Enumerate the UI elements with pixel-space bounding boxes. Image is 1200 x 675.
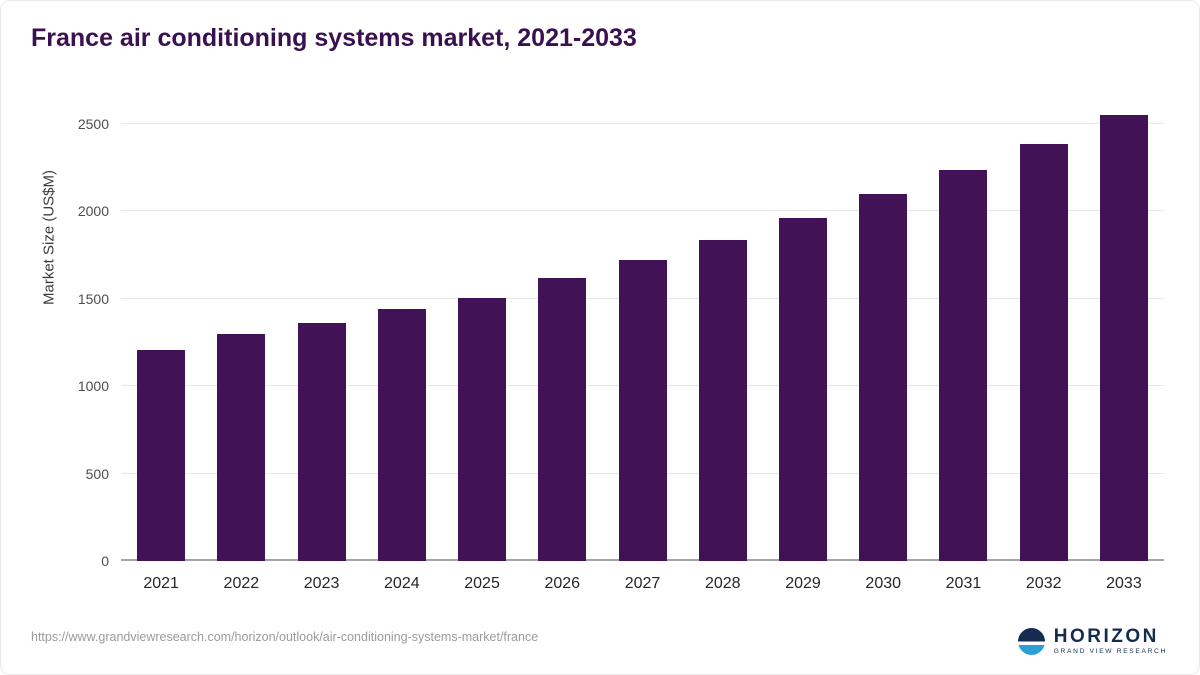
bar-2032[interactable] <box>1019 143 1068 561</box>
x-tick-label: 2026 <box>544 575 581 592</box>
x-tick-label: 2023 <box>303 575 340 592</box>
x-tick-label: 2032 <box>1025 575 1062 592</box>
horizon-logo-icon <box>1017 628 1045 656</box>
logo-subtitle: GRAND VIEW RESEARCH <box>1053 648 1167 656</box>
bar-cell: 2029 <box>763 106 843 592</box>
bar-2033[interactable] <box>1099 114 1148 561</box>
x-tick-label: 2025 <box>464 575 500 592</box>
y-tick-label: 500 <box>85 465 109 482</box>
x-tick-label: 2024 <box>384 575 420 592</box>
horizon-logo: HORIZON GRAND VIEW RESEARCH <box>1017 627 1167 656</box>
bar-2021[interactable] <box>137 350 186 561</box>
y-tick-label: 1500 <box>77 290 109 307</box>
x-tick-label: 2027 <box>624 575 661 592</box>
source-url: https://www.grandviewresearch.com/horizo… <box>31 630 539 644</box>
bar-2029[interactable] <box>778 218 827 561</box>
bar-cell: 2030 <box>843 106 923 592</box>
horizon-logo-text: HORIZON GRAND VIEW RESEARCH <box>1054 627 1167 656</box>
bar-cell: 2023 <box>281 106 361 592</box>
x-tick-label: 2028 <box>704 575 741 592</box>
bar-cell: 2024 <box>362 106 442 592</box>
bar-cell: 2032 <box>1004 106 1084 592</box>
bar-chart-plot-area: 0 500 1000 1500 2000 2500 2021 2022 2023 2024 2025… <box>78 106 1164 592</box>
bar-cell: 2025 <box>442 106 522 592</box>
x-tick-label: 2030 <box>865 575 902 592</box>
logo-title: HORIZON <box>1053 626 1159 648</box>
gridline <box>121 210 1164 211</box>
y-tick-label: 2000 <box>77 203 109 219</box>
bar-cell: 2027 <box>602 106 682 592</box>
bar-2028[interactable] <box>698 239 747 561</box>
y-tick-label: 2500 <box>77 115 109 132</box>
bar-2024[interactable] <box>377 309 426 561</box>
y-tick-label: 1000 <box>77 378 109 394</box>
bar-2022[interactable] <box>217 334 266 561</box>
y-tick-label: 0 <box>101 553 109 569</box>
x-tick-label: 2033 <box>1106 575 1142 592</box>
x-tick-label: 2031 <box>945 575 982 592</box>
bar-cell: 2026 <box>522 106 602 592</box>
bar-cell: 2028 <box>683 106 763 592</box>
bar-2027[interactable] <box>618 260 667 561</box>
bars-row: 2021 2022 2023 2024 2025 2026 2027 2028 2029 2030… <box>121 106 1164 592</box>
bar-2026[interactable] <box>538 277 587 561</box>
y-axis-label: Market Size (US$M) <box>40 169 58 306</box>
chart-title: France air conditioning systems market, … <box>31 24 637 52</box>
x-tick-label: 2022 <box>223 575 260 592</box>
bar-cell: 2021 <box>121 106 201 592</box>
bar-2023[interactable] <box>297 323 346 561</box>
bar-cell: 2033 <box>1084 106 1164 592</box>
x-tick-label: 2029 <box>785 575 821 592</box>
bar-2025[interactable] <box>458 297 507 561</box>
gridline <box>121 122 1164 124</box>
bar-2031[interactable] <box>939 169 988 561</box>
bar-2030[interactable] <box>859 194 908 561</box>
bar-cell: 2031 <box>923 106 1003 592</box>
bar-cell: 2022 <box>201 106 281 592</box>
x-tick-label: 2021 <box>143 575 179 592</box>
